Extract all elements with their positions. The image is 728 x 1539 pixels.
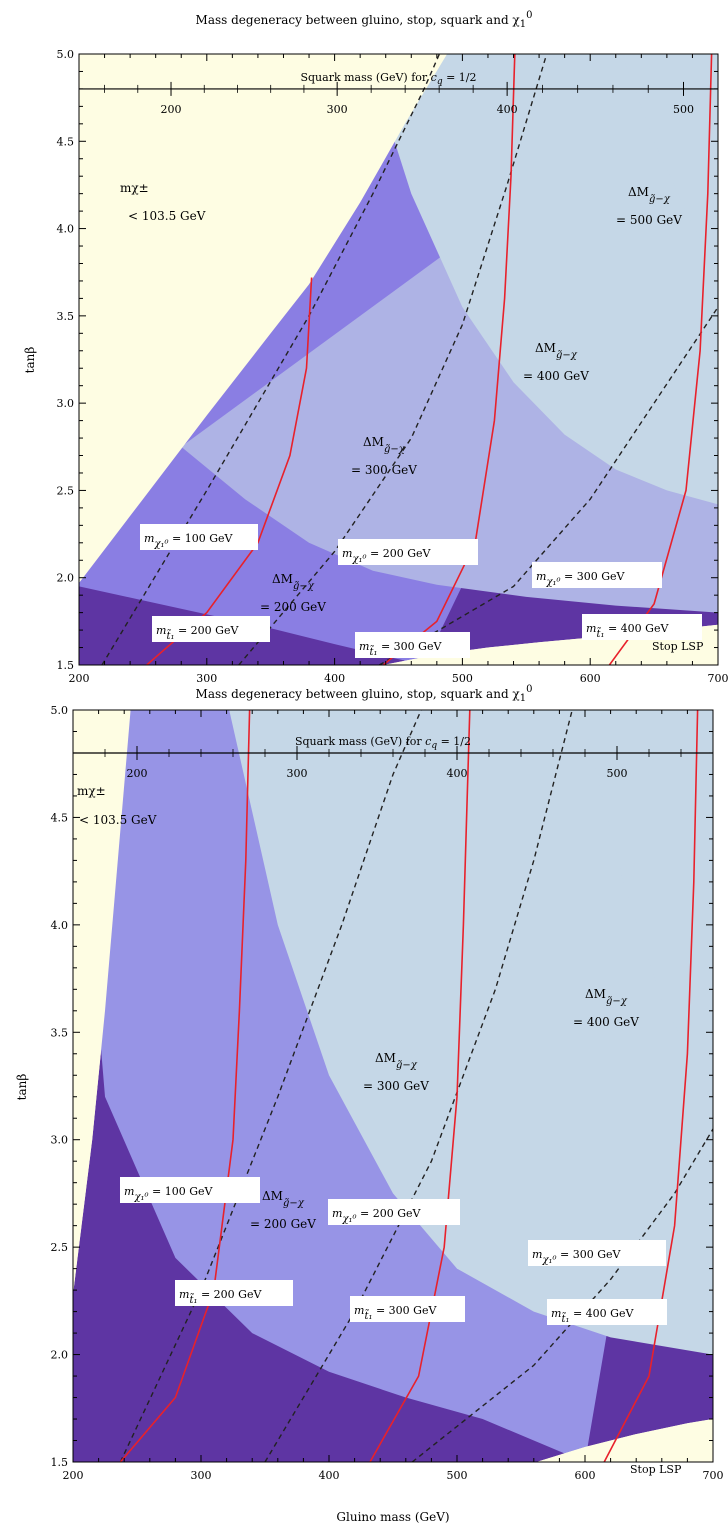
squark-tick-label: 400: [497, 103, 518, 116]
y-tick-label: 2.0: [51, 1349, 69, 1362]
y-tick-label: 4.5: [51, 811, 69, 824]
dm-300-label-value: = 300 GeV: [363, 1079, 429, 1093]
y-axis-label: tanβ: [23, 347, 37, 374]
chart-title: Mass degeneracy between gluino, stop, sq…: [196, 10, 533, 30]
dm-200-label-value: = 200 GeV: [260, 600, 326, 614]
x-axis-label: Gluino mass (GeV): [336, 1510, 449, 1524]
y-tick-label: 3.0: [57, 397, 75, 410]
x-tick-label: 300: [196, 672, 217, 685]
chargino-label: mχ±: [77, 784, 106, 798]
chargino-limit-label: < 103.5 GeV: [79, 813, 157, 827]
y-tick-label: 3.5: [51, 1026, 69, 1039]
y-tick-label: 5.0: [51, 704, 69, 717]
squark-tick-label: 300: [287, 767, 308, 780]
x-tick-label: 400: [324, 672, 345, 685]
stop-lsp-label: Stop LSP: [630, 1463, 682, 1476]
squark-tick-label: 500: [607, 767, 628, 780]
x-tick-label: 200: [63, 1469, 84, 1482]
y-axis-label: tanβ: [15, 1074, 29, 1101]
x-tick-label: 600: [575, 1469, 596, 1482]
y-tick-label: 2.0: [57, 572, 75, 585]
y-tick-label: 2.5: [51, 1241, 69, 1254]
y-tick-label: 1.5: [51, 1456, 69, 1469]
y-tick-label: 4.5: [57, 135, 75, 148]
dm-400-label-value: = 400 GeV: [523, 369, 589, 383]
dm-200-label-value: = 200 GeV: [250, 1217, 316, 1231]
chargino-label: mχ±: [120, 181, 149, 195]
y-tick-label: 2.5: [57, 484, 75, 497]
chargino-limit-label: < 103.5 GeV: [128, 209, 206, 223]
y-tick-label: 4.0: [57, 223, 75, 236]
y-tick-label: 3.5: [57, 310, 75, 323]
squark-tick-label: 400: [447, 767, 468, 780]
x-tick-label: 700: [703, 1469, 724, 1482]
x-tick-label: 400: [319, 1469, 340, 1482]
dm-300-label-value: = 300 GeV: [351, 463, 417, 477]
y-tick-label: 5.0: [57, 48, 75, 61]
dm-400-label-value: = 400 GeV: [573, 1015, 639, 1029]
x-tick-label: 500: [452, 672, 473, 685]
squark-tick-label: 500: [673, 103, 694, 116]
y-tick-label: 4.0: [51, 919, 69, 932]
y-tick-label: 1.5: [57, 659, 75, 672]
x-tick-label: 300: [191, 1469, 212, 1482]
chart-title: Mass degeneracy between gluino, stop, sq…: [196, 684, 533, 704]
squark-tick-label: 300: [327, 103, 348, 116]
stop-lsp-label: Stop LSP: [652, 640, 704, 653]
x-tick-label: 600: [580, 672, 601, 685]
x-tick-label: 500: [447, 1469, 468, 1482]
squark-tick-label: 200: [161, 103, 182, 116]
dm-500-label-value: = 500 GeV: [616, 213, 682, 227]
y-tick-label: 3.0: [51, 1134, 69, 1147]
x-tick-label: 700: [708, 672, 728, 685]
x-tick-label: 200: [69, 672, 90, 685]
squark-tick-label: 200: [127, 767, 148, 780]
